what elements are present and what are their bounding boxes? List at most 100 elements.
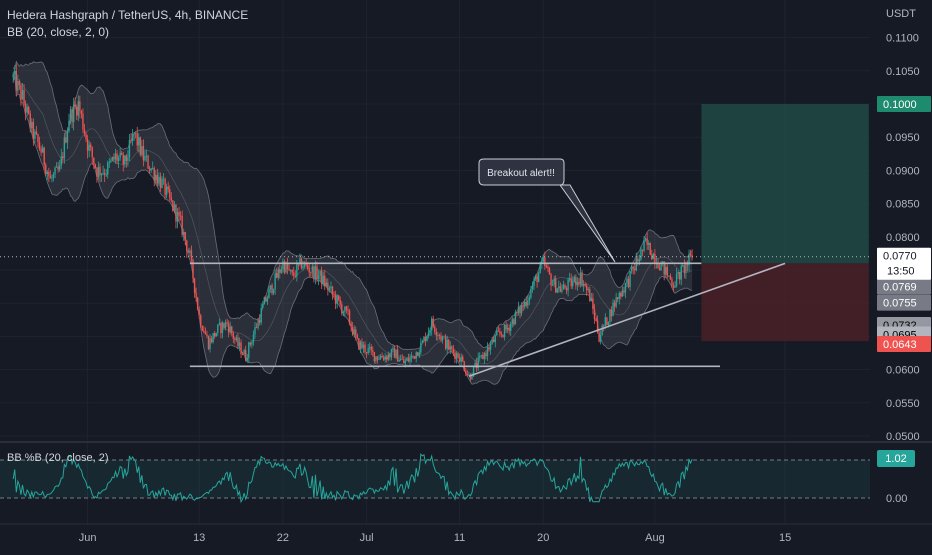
candle-body <box>393 348 396 358</box>
candle-body <box>460 356 462 362</box>
candle-body <box>403 359 405 364</box>
oscillator-value-badge: 1.02 <box>877 450 915 467</box>
time-axis-label: Jun <box>79 532 97 544</box>
candle-body <box>130 140 132 141</box>
candle-body <box>424 336 427 342</box>
candle-body <box>57 166 59 170</box>
candle-body <box>558 286 560 289</box>
candle-body <box>266 298 269 302</box>
price-axis-tick: 0.1050 <box>886 66 920 78</box>
symbol-title[interactable]: Hedera Hashgraph / TetherUS, 4h, BINANCE <box>7 8 249 22</box>
candle-body <box>60 156 62 166</box>
candle-body <box>542 257 544 262</box>
candle-body <box>472 365 475 377</box>
breakout-callout[interactable]: Breakout alert!! <box>478 158 616 263</box>
candle-body <box>262 304 264 309</box>
candle-body <box>418 352 420 356</box>
candle-body <box>336 295 338 304</box>
candle-body <box>361 341 363 348</box>
trendline[interactable] <box>468 262 786 377</box>
candle-body <box>311 266 314 273</box>
bb-basis-price-label-bg <box>877 294 931 311</box>
drawings[interactable] <box>0 256 870 377</box>
price-axis[interactable]: USDT 0.1100 0.1050 0.0950 0.0900 0.0850 0.080… <box>886 8 920 443</box>
candle-body <box>551 284 554 286</box>
stop-zone[interactable] <box>701 263 869 342</box>
candle-body <box>689 254 692 256</box>
candle-body <box>565 288 568 291</box>
candle-body <box>604 317 606 327</box>
candle-body <box>272 289 275 294</box>
candle-body <box>195 292 197 298</box>
candle-body <box>426 335 428 342</box>
candle-body <box>345 306 348 310</box>
candle-body <box>356 335 358 339</box>
oscillator-band-fill <box>0 460 870 498</box>
candle-body <box>390 349 393 358</box>
candle-body <box>506 327 509 330</box>
candle-body <box>548 268 551 275</box>
candle-body <box>599 335 602 342</box>
candle-body <box>268 289 270 299</box>
price-axis-tick: 0.1100 <box>886 33 919 45</box>
candle-body <box>369 346 371 349</box>
price-axis-tick: 0.0950 <box>886 132 920 144</box>
candle-body <box>41 147 44 153</box>
time-axis[interactable]: Jun1322Jul1120Aug15Sep <box>79 532 932 544</box>
candle-body <box>43 147 45 165</box>
candle-body <box>494 335 496 343</box>
bbpb-oscillator <box>0 453 870 504</box>
candle-body <box>319 270 321 276</box>
candle-body <box>417 352 419 356</box>
candle-body <box>127 157 129 161</box>
candle-body <box>198 309 200 316</box>
candle-body <box>596 320 599 333</box>
candle-body <box>407 358 410 362</box>
target-zone[interactable] <box>701 104 869 264</box>
candle-body <box>429 330 431 333</box>
candle-body <box>28 106 30 114</box>
candle-body <box>156 174 159 184</box>
candle-body <box>378 358 380 360</box>
price-labels: 0.10000.07690.07550.07320.06950.06430.07… <box>877 96 931 353</box>
candle-body <box>351 327 354 335</box>
indicator-title[interactable]: BB (20, close, 2, 0) <box>7 25 110 39</box>
candle-body <box>344 306 346 312</box>
candle-body <box>128 140 131 158</box>
candle-body <box>170 197 172 201</box>
candle-body <box>254 327 256 335</box>
candle-body <box>503 324 506 337</box>
candle-body <box>522 305 524 307</box>
candle-body <box>438 335 441 336</box>
candle-body <box>322 275 324 285</box>
candle-body <box>362 344 365 348</box>
candle-body <box>100 173 103 176</box>
candle-body <box>668 275 670 277</box>
candle-body <box>446 339 448 349</box>
candle-body <box>107 162 109 175</box>
candle-body <box>638 259 641 262</box>
time-axis-label: 20 <box>537 532 549 544</box>
candle-body <box>395 349 397 358</box>
candle-body <box>652 253 655 260</box>
candle-body <box>80 110 83 114</box>
candle-body <box>136 133 138 146</box>
candle-body <box>178 212 180 216</box>
candle-body <box>74 104 76 107</box>
candle-body <box>243 350 245 355</box>
candle-body <box>122 154 124 165</box>
bb-lower-line <box>12 75 693 385</box>
oscillator-label: BB %B (20, close, 2) <box>7 452 109 464</box>
bb-upper-price-label-bg <box>877 278 931 295</box>
candle-body <box>474 362 476 366</box>
candle-body <box>269 285 272 290</box>
candle-body <box>519 306 521 314</box>
candle-body <box>155 174 157 181</box>
candle-body <box>251 342 253 345</box>
candle-body <box>379 356 382 359</box>
candle-body <box>537 273 540 283</box>
candle-body <box>483 353 486 360</box>
candle-body <box>209 338 211 349</box>
candle-body <box>665 266 667 275</box>
